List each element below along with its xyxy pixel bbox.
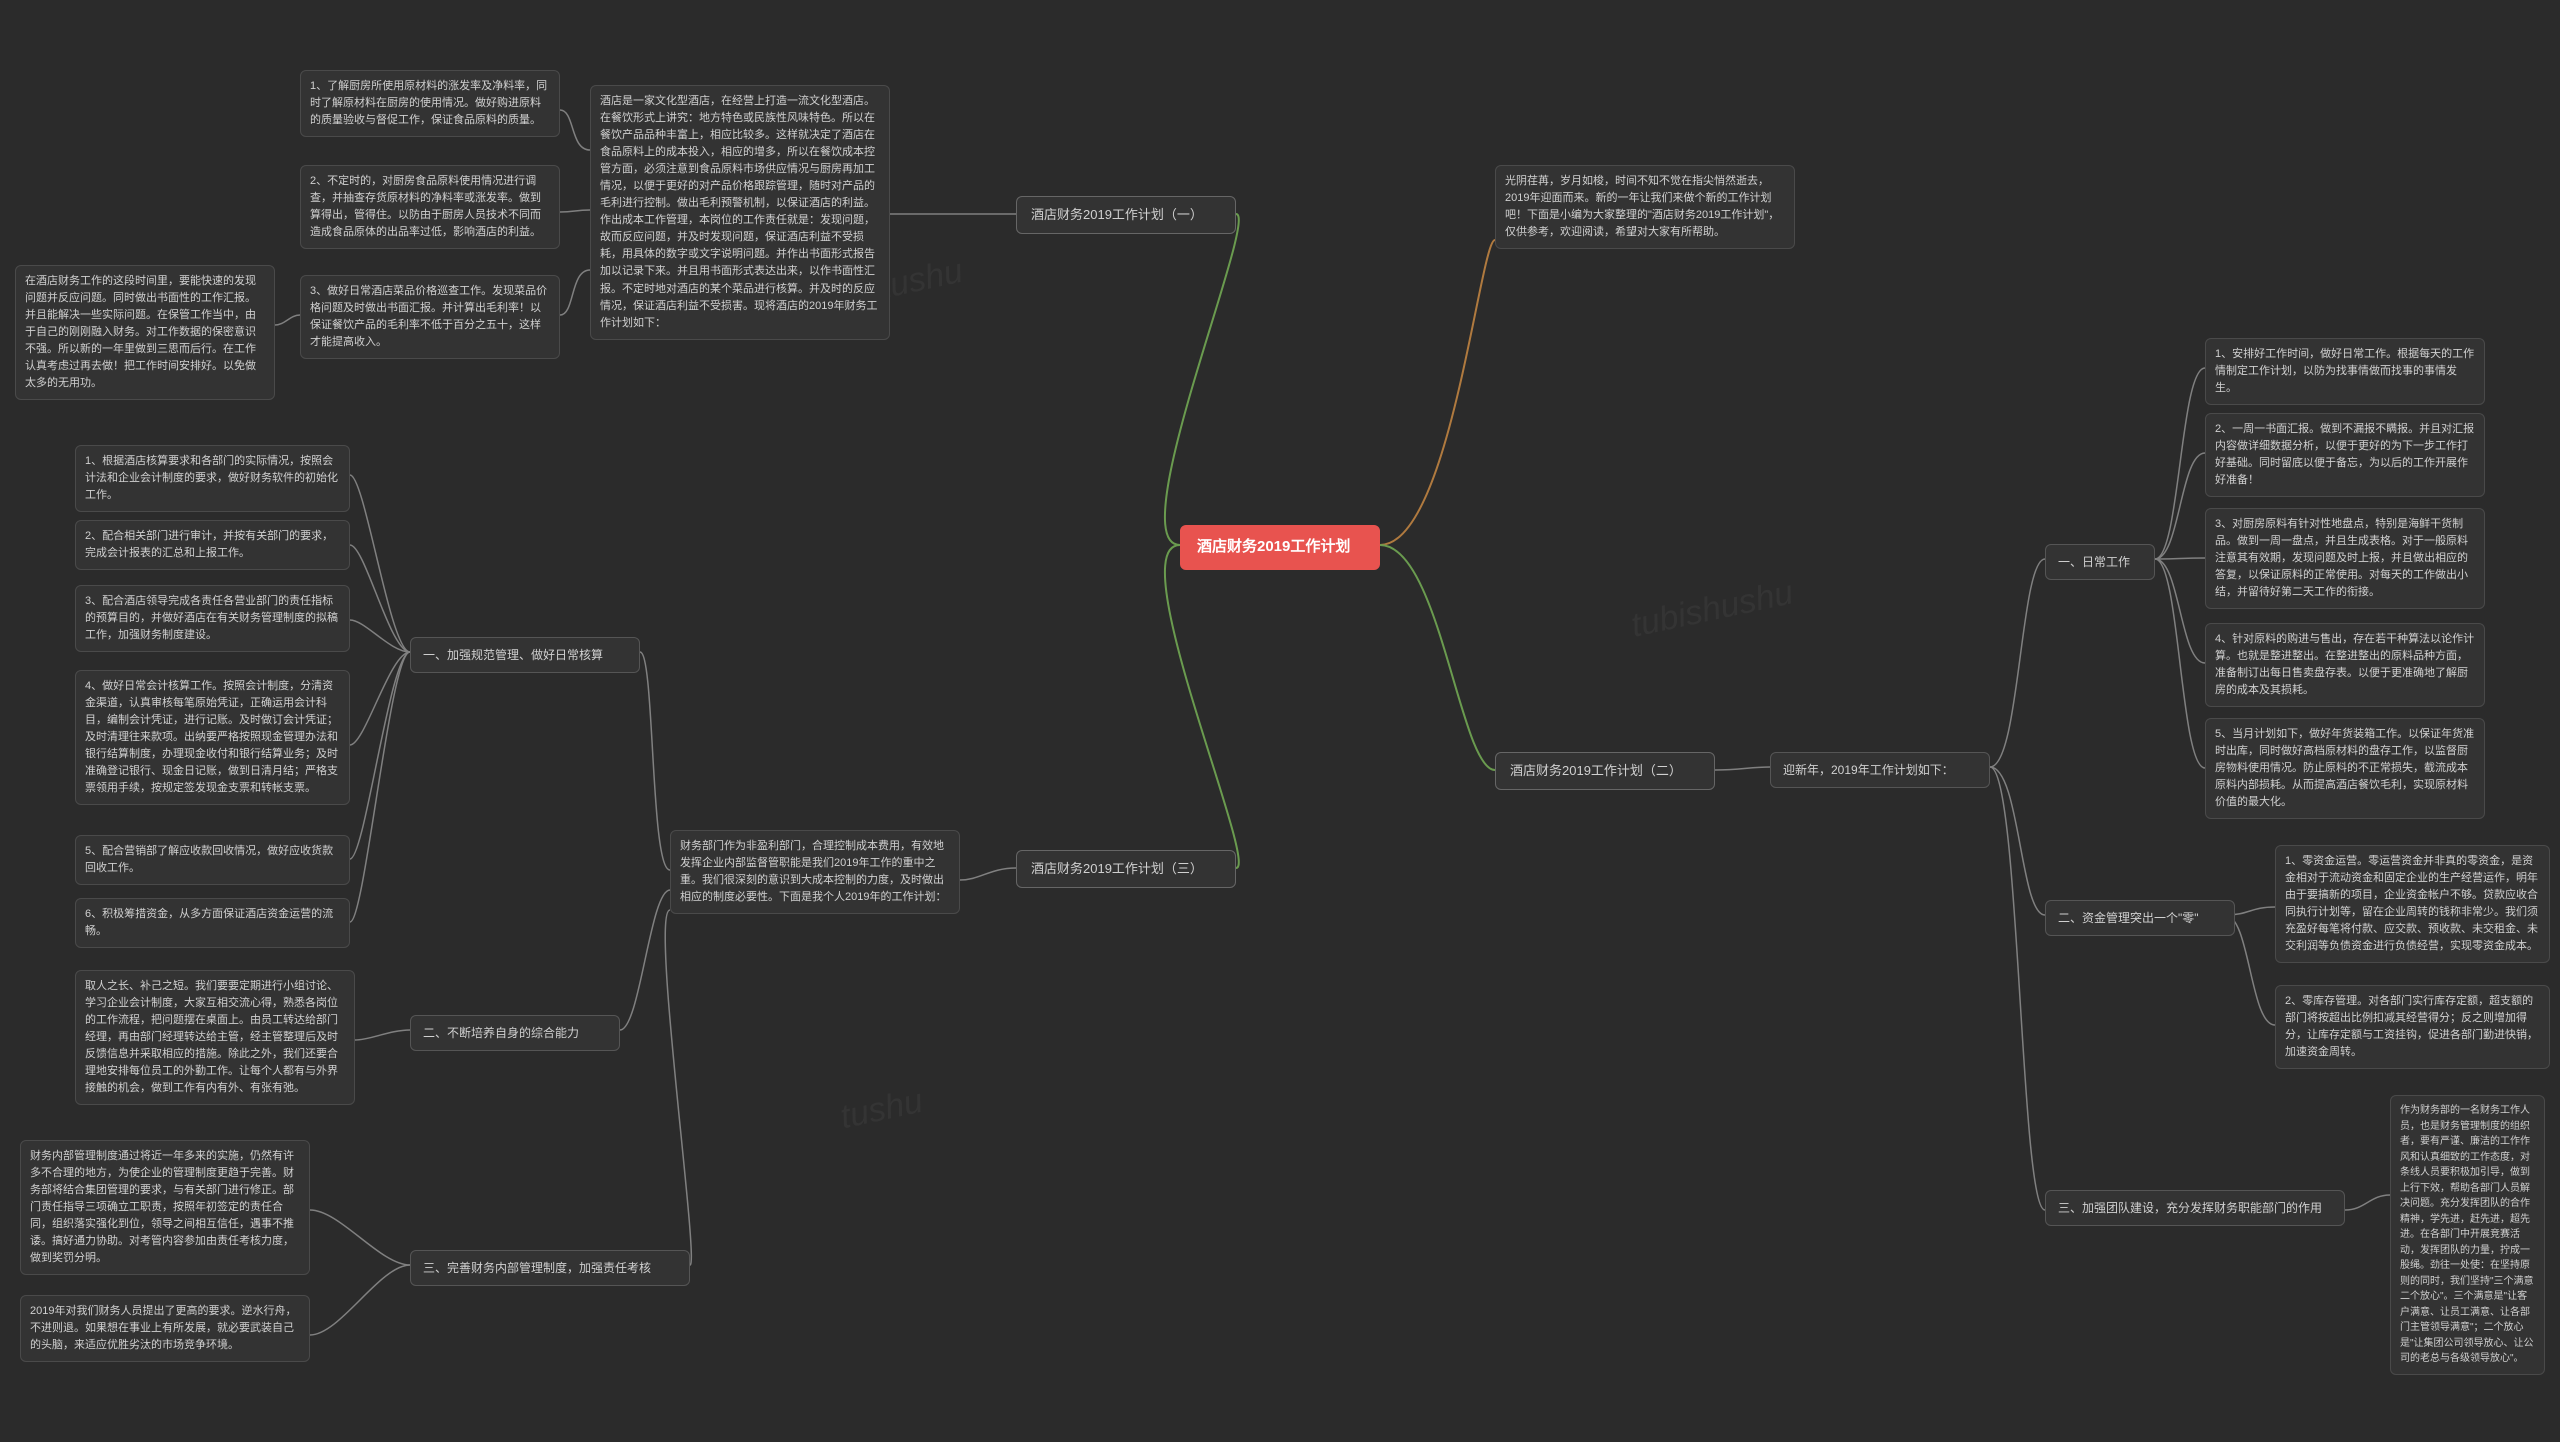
plan3-sec2-item[interactable]: 取人之长、补己之短。我们要要定期进行小组讨论、学习企业会计制度，大家互相交流心得…	[75, 970, 355, 1105]
mindmap-canvas: tushu tubishushu tushu 酒店财务2019工作计划 光阴荏苒…	[0, 0, 2560, 1442]
plan1-item[interactable]: 1、了解厨房所使用原材料的涨发率及净料率，同时了解原材料在厨房的使用情况。做好购…	[300, 70, 560, 137]
plan2-sec3[interactable]: 三、加强团队建设，充分发挥财务职能部门的作用	[2045, 1190, 2345, 1226]
watermark: tubishushu	[1628, 573, 1797, 645]
plan1-item[interactable]: 2、不定时的，对厨房食品原料使用情况进行调查，并抽查存货原材料的净料率或涨发率。…	[300, 165, 560, 249]
plan3-sec1-item[interactable]: 4、做好日常会计核算工作。按照会计制度，分清资金渠道，认真审核每笔原始凭证，正确…	[75, 670, 350, 805]
plan3-sec1-item[interactable]: 3、配合酒店领导完成各责任各营业部门的责任指标的预算目的，并做好酒店在有关财务管…	[75, 585, 350, 652]
plan3-sec3[interactable]: 三、完善财务内部管理制度，加强责任考核	[410, 1250, 690, 1286]
plan3-sec1-item[interactable]: 2、配合相关部门进行审计，并按有关部门的要求，完成会计报表的汇总和上报工作。	[75, 520, 350, 570]
watermark: tushu	[837, 1082, 926, 1137]
plan3-sec2[interactable]: 二、不断培养自身的综合能力	[410, 1015, 620, 1051]
plan2-sec1-item[interactable]: 2、一周一书面汇报。做到不漏报不瞒报。并且对汇报内容做详细数据分析，以便于更好的…	[2205, 413, 2485, 497]
plan2-sec2-item[interactable]: 2、零库存管理。对各部门实行库存定额，超支额的部门将按超出比例扣减其经营得分；反…	[2275, 985, 2550, 1069]
plan3-desc[interactable]: 财务部门作为非盈利部门，合理控制成本费用，有效地发挥企业内部监督管职能是我们20…	[670, 830, 960, 914]
plan1-item[interactable]: 3、做好日常酒店菜品价格巡查工作。发现菜品价格问题及时做出书面汇报。并计算出毛利…	[300, 275, 560, 359]
watermark: tushu	[877, 252, 966, 307]
plan2-sec1-item[interactable]: 3、对厨房原料有针对性地盘点，特别是海鲜干货制品。做到一周一盘点，并且生成表格。…	[2205, 508, 2485, 609]
plan1-note[interactable]: 在酒店财务工作的这段时间里，要能快速的发现问题并反应问题。同时做出书面性的工作汇…	[15, 265, 275, 400]
plan2-sec1[interactable]: 一、日常工作	[2045, 544, 2155, 580]
plan2-sec2[interactable]: 二、资金管理突出一个"零"	[2045, 900, 2235, 936]
plan3-sec1[interactable]: 一、加强规范管理、做好日常核算	[410, 637, 640, 673]
plan2-sec2-item[interactable]: 1、零资金运营。零运营资金并非真的零资金，是资金相对于流动资金和固定企业的生产经…	[2275, 845, 2550, 963]
root-node[interactable]: 酒店财务2019工作计划	[1180, 525, 1380, 570]
plan1-node[interactable]: 酒店财务2019工作计划（一）	[1016, 196, 1236, 234]
plan3-node[interactable]: 酒店财务2019工作计划（三）	[1016, 850, 1236, 888]
plan3-sec3-item[interactable]: 2019年对我们财务人员提出了更高的要求。逆水行舟，不进则退。如果想在事业上有所…	[20, 1295, 310, 1362]
plan2-node[interactable]: 酒店财务2019工作计划（二）	[1495, 752, 1715, 790]
plan3-sec1-item[interactable]: 6、积极筹措资金，从多方面保证酒店资金运营的流畅。	[75, 898, 350, 948]
plan3-sec1-item[interactable]: 1、根据酒店核算要求和各部门的实际情况，按照会计法和企业会计制度的要求，做好财务…	[75, 445, 350, 512]
plan2-sec1-item[interactable]: 4、针对原料的购进与售出，存在若干种算法以论作计算。也就是整进整出。在整进整出的…	[2205, 623, 2485, 707]
plan2-sec3-item[interactable]: 作为财务部的一名财务工作人员，也是财务管理制度的组织者，要有严谨、廉洁的工作作风…	[2390, 1095, 2545, 1375]
plan1-desc[interactable]: 酒店是一家文化型酒店，在经营上打造一流文化型酒店。在餐饮形式上讲究：地方特色或民…	[590, 85, 890, 340]
plan3-sec1-item[interactable]: 5、配合营销部了解应收款回收情况，做好应收货款回收工作。	[75, 835, 350, 885]
plan3-sec3-item[interactable]: 财务内部管理制度通过将近一年多来的实施，仍然有许多不合理的地方，为使企业的管理制…	[20, 1140, 310, 1275]
plan2-sec1-item[interactable]: 1、安排好工作时间，做好日常工作。根据每天的工作情制定工作计划，以防为找事情做而…	[2205, 338, 2485, 405]
plan2-sub[interactable]: 迎新年，2019年工作计划如下：	[1770, 752, 1990, 788]
plan2-sec1-item[interactable]: 5、当月计划如下，做好年货装箱工作。以保证年货准时出库，同时做好高档原材料的盘存…	[2205, 718, 2485, 819]
intro-node[interactable]: 光阴荏苒，岁月如梭，时间不知不觉在指尖悄然逝去，2019年迎面而来。新的一年让我…	[1495, 165, 1795, 249]
